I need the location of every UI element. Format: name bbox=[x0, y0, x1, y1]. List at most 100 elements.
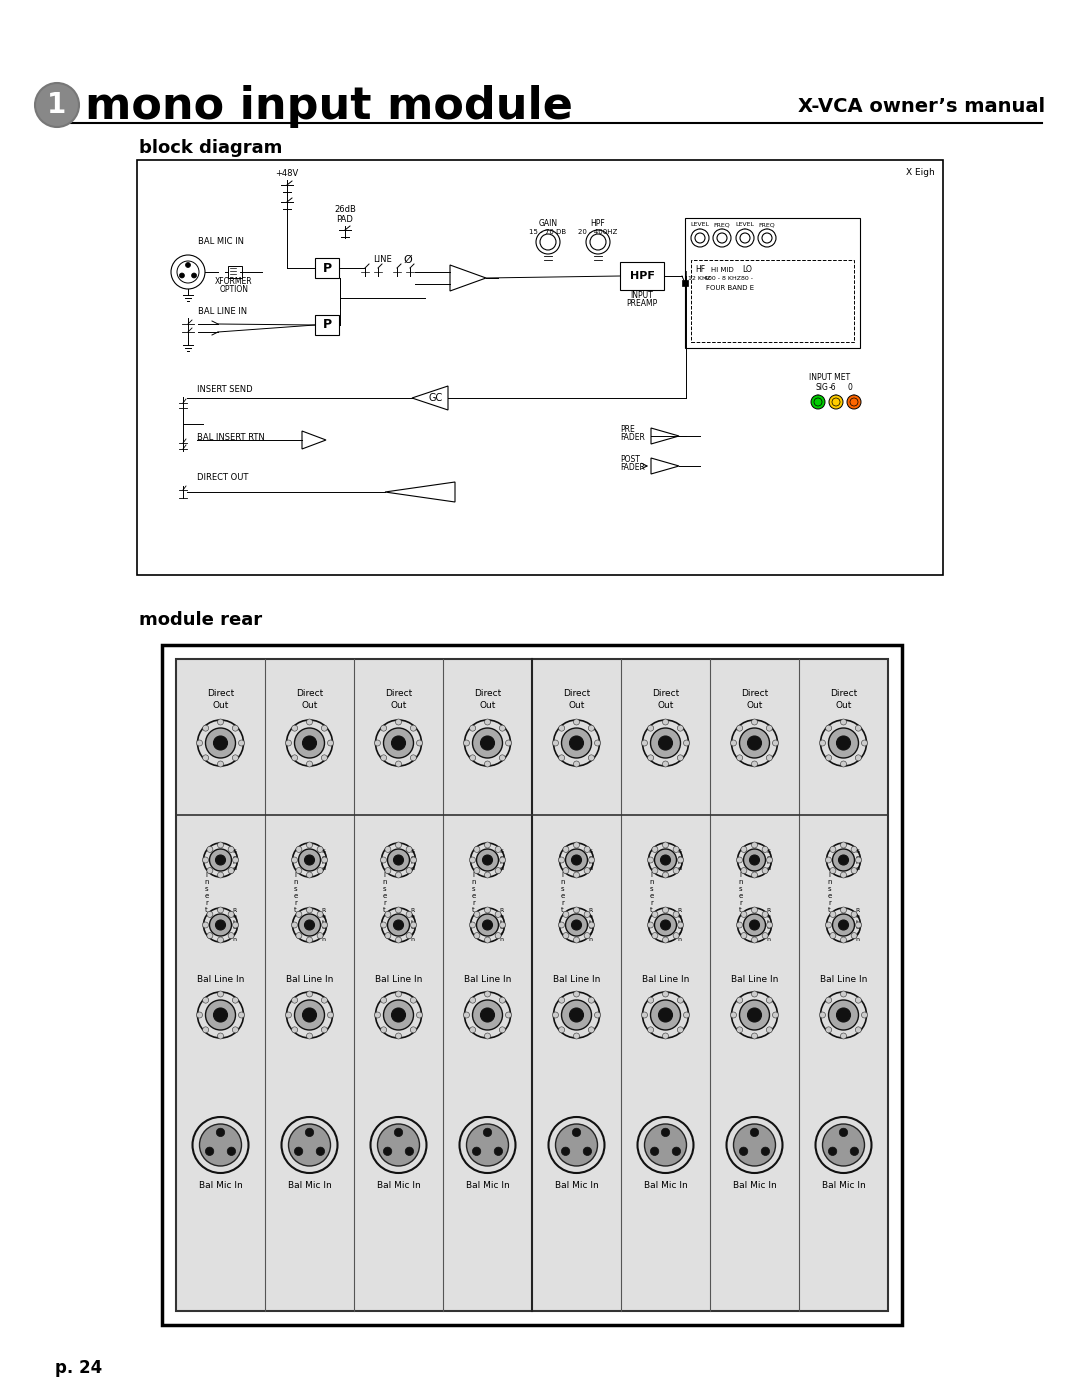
Text: S
e
n
d: S e n d bbox=[677, 849, 681, 872]
Circle shape bbox=[737, 997, 743, 1003]
Circle shape bbox=[298, 914, 321, 936]
Circle shape bbox=[217, 937, 224, 943]
Text: R
e
t
u
r
n: R e t u r n bbox=[232, 908, 237, 942]
Circle shape bbox=[499, 997, 505, 1003]
Text: Bal Line In: Bal Line In bbox=[553, 975, 600, 985]
Text: Bal Mic In: Bal Mic In bbox=[644, 1180, 687, 1189]
Circle shape bbox=[762, 911, 768, 918]
Text: |: | bbox=[685, 271, 688, 279]
Circle shape bbox=[285, 740, 292, 746]
Circle shape bbox=[228, 933, 234, 939]
Circle shape bbox=[217, 990, 224, 997]
Circle shape bbox=[840, 1032, 847, 1039]
Circle shape bbox=[825, 922, 832, 928]
Text: I
n
s
e
r
t: I n s e r t bbox=[204, 872, 208, 914]
Circle shape bbox=[388, 849, 409, 870]
Circle shape bbox=[470, 754, 475, 761]
Text: 20 - 400HZ: 20 - 400HZ bbox=[578, 229, 618, 235]
Circle shape bbox=[838, 921, 849, 930]
Circle shape bbox=[203, 725, 208, 731]
Circle shape bbox=[470, 725, 475, 731]
Text: I
n
s
e
r
t: I n s e r t bbox=[294, 872, 298, 914]
Circle shape bbox=[566, 849, 588, 870]
Circle shape bbox=[637, 1118, 693, 1173]
Circle shape bbox=[648, 1027, 653, 1032]
Circle shape bbox=[761, 1147, 770, 1155]
Text: -6: -6 bbox=[828, 384, 836, 393]
Circle shape bbox=[380, 725, 387, 731]
Circle shape bbox=[388, 914, 409, 936]
Circle shape bbox=[740, 1147, 747, 1155]
Circle shape bbox=[825, 856, 832, 863]
Text: XFORMER: XFORMER bbox=[215, 278, 253, 286]
Text: Direct: Direct bbox=[563, 689, 590, 697]
Text: Bal Mic In: Bal Mic In bbox=[822, 1180, 865, 1189]
Circle shape bbox=[217, 761, 224, 767]
Circle shape bbox=[662, 907, 669, 914]
Circle shape bbox=[203, 754, 208, 761]
Circle shape bbox=[380, 922, 387, 928]
Bar bbox=[685, 218, 860, 348]
Text: R
e
t
u
r
n: R e t u r n bbox=[410, 908, 415, 942]
Circle shape bbox=[232, 856, 239, 863]
Circle shape bbox=[474, 868, 480, 873]
Circle shape bbox=[662, 872, 669, 877]
Circle shape bbox=[216, 1129, 225, 1137]
Polygon shape bbox=[651, 427, 679, 444]
Text: 80 -: 80 - bbox=[741, 275, 753, 281]
Circle shape bbox=[833, 849, 854, 870]
Text: I
n
s
e
r
t: I n s e r t bbox=[739, 872, 743, 914]
Circle shape bbox=[476, 849, 499, 870]
Circle shape bbox=[677, 997, 684, 1003]
Circle shape bbox=[318, 847, 323, 852]
Circle shape bbox=[292, 997, 298, 1003]
Circle shape bbox=[717, 233, 727, 243]
Circle shape bbox=[563, 868, 569, 873]
Circle shape bbox=[197, 740, 203, 746]
Circle shape bbox=[855, 725, 862, 731]
Text: Direct: Direct bbox=[652, 689, 679, 697]
Bar bbox=[176, 659, 888, 1310]
Circle shape bbox=[483, 855, 492, 865]
Circle shape bbox=[752, 842, 757, 848]
Bar bbox=[315, 314, 339, 335]
Circle shape bbox=[752, 907, 757, 914]
Circle shape bbox=[207, 933, 213, 939]
Circle shape bbox=[654, 914, 676, 936]
Circle shape bbox=[737, 754, 743, 761]
Text: R
e
t
u
r
n: R e t u r n bbox=[677, 908, 681, 942]
Circle shape bbox=[731, 719, 778, 766]
Circle shape bbox=[851, 868, 858, 873]
Text: P: P bbox=[323, 319, 332, 331]
Circle shape bbox=[318, 911, 323, 918]
Circle shape bbox=[662, 719, 669, 725]
Circle shape bbox=[203, 997, 208, 1003]
Text: Direct: Direct bbox=[296, 689, 323, 697]
Circle shape bbox=[499, 725, 505, 731]
Circle shape bbox=[833, 914, 854, 936]
Circle shape bbox=[562, 728, 592, 759]
Circle shape bbox=[391, 736, 405, 750]
Circle shape bbox=[662, 842, 669, 848]
Circle shape bbox=[828, 728, 859, 759]
Text: FADER: FADER bbox=[620, 433, 645, 443]
Circle shape bbox=[584, 847, 590, 852]
Circle shape bbox=[652, 847, 658, 852]
Circle shape bbox=[495, 933, 501, 939]
Circle shape bbox=[696, 233, 705, 243]
Circle shape bbox=[850, 398, 858, 407]
Circle shape bbox=[851, 911, 858, 918]
Circle shape bbox=[470, 997, 475, 1003]
Circle shape bbox=[307, 907, 312, 914]
Circle shape bbox=[838, 855, 849, 865]
Circle shape bbox=[307, 937, 312, 943]
Text: I
n
s
e
r
t: I n s e r t bbox=[561, 872, 565, 914]
Circle shape bbox=[762, 233, 772, 243]
Circle shape bbox=[394, 1129, 403, 1137]
Text: Out: Out bbox=[213, 700, 229, 710]
Circle shape bbox=[673, 933, 679, 939]
Circle shape bbox=[762, 868, 768, 873]
Circle shape bbox=[837, 1009, 851, 1023]
Circle shape bbox=[677, 725, 684, 731]
Text: INPUT MET: INPUT MET bbox=[809, 373, 851, 383]
